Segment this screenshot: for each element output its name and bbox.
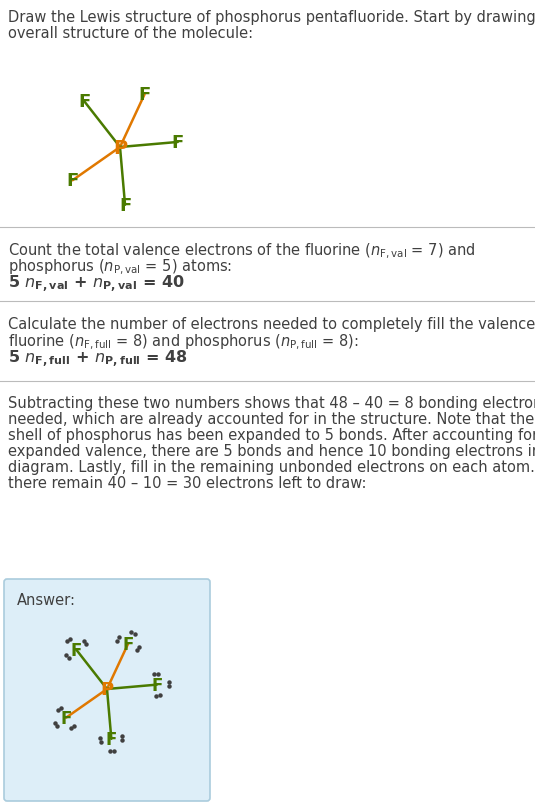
Text: diagram. Lastly, fill in the remaining unbonded electrons on each atom. In total: diagram. Lastly, fill in the remaining u… [8,459,535,475]
Text: F: F [139,87,151,104]
FancyBboxPatch shape [4,579,210,801]
Text: F: F [119,197,131,214]
Text: Calculate the number of electrons needed to completely fill the valence shells f: Calculate the number of electrons needed… [8,316,535,332]
Text: F: F [151,676,163,694]
Text: Count the total valence electrons of the fluorine ($n_{\mathregular{F,val}}$ = 7: Count the total valence electrons of the… [8,242,476,261]
Text: F: F [123,635,134,653]
Text: P: P [113,138,127,157]
Text: F: F [78,93,90,111]
Text: F: F [66,172,79,190]
Text: overall structure of the molecule:: overall structure of the molecule: [8,26,253,41]
Text: phosphorus ($n_{\mathregular{P,val}}$ = 5) atoms:: phosphorus ($n_{\mathregular{P,val}}$ = … [8,258,232,277]
Text: F: F [60,709,72,727]
Text: needed, which are already accounted for in the structure. Note that the valence: needed, which are already accounted for … [8,411,535,426]
Text: shell of phosphorus has been expanded to 5 bonds. After accounting for the: shell of phosphorus has been expanded to… [8,427,535,442]
Text: Answer:: Answer: [17,593,76,607]
Text: F: F [106,730,117,748]
Text: 5 $n_{\mathregular{F,full}}$ + $n_{\mathregular{P,full}}$ = 48: 5 $n_{\mathregular{F,full}}$ + $n_{\math… [8,349,188,370]
Text: fluorine ($n_{\mathregular{F,full}}$ = 8) and phosphorus ($n_{\mathregular{P,ful: fluorine ($n_{\mathregular{F,full}}$ = 8… [8,332,359,352]
Text: Draw the Lewis structure of phosphorus pentafluoride. Start by drawing the: Draw the Lewis structure of phosphorus p… [8,10,535,25]
Text: expanded valence, there are 5 bonds and hence 10 bonding electrons in the: expanded valence, there are 5 bonds and … [8,443,535,459]
Text: P: P [101,680,113,698]
Text: there remain 40 – 10 = 30 electrons left to draw:: there remain 40 – 10 = 30 electrons left… [8,475,366,491]
Text: F: F [71,641,82,658]
Text: Subtracting these two numbers shows that 48 – 40 = 8 bonding electrons are: Subtracting these two numbers shows that… [8,396,535,410]
Text: 5 $n_{\mathregular{F,val}}$ + $n_{\mathregular{P,val}}$ = 40: 5 $n_{\mathregular{F,val}}$ + $n_{\mathr… [8,274,185,295]
Text: F: F [172,134,184,152]
